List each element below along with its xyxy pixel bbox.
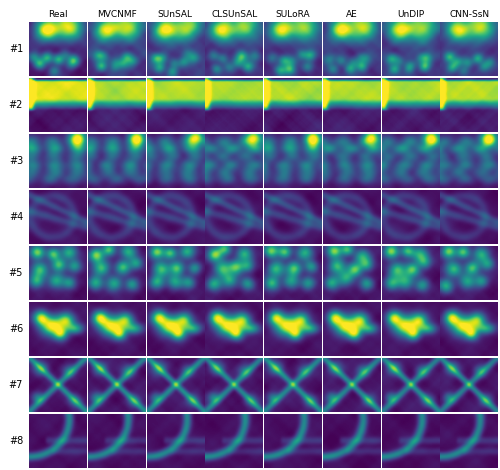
Text: #7: #7: [8, 380, 23, 390]
Text: #6: #6: [9, 324, 23, 334]
Text: UnDIP: UnDIP: [397, 10, 424, 19]
Text: #5: #5: [8, 268, 23, 278]
Text: #2: #2: [8, 100, 23, 110]
Text: CNN-SsN: CNN-SsN: [449, 10, 489, 19]
Text: CLSUnSAL: CLSUnSAL: [211, 10, 257, 19]
Text: Real: Real: [48, 10, 68, 19]
Text: #4: #4: [9, 212, 23, 222]
Text: SUnSAL: SUnSAL: [158, 10, 193, 19]
Text: MVCNMF: MVCNMF: [96, 10, 136, 19]
Text: #1: #1: [9, 44, 23, 54]
Text: #3: #3: [9, 156, 23, 166]
Text: SULoRA: SULoRA: [276, 10, 310, 19]
Text: AE: AE: [346, 10, 358, 19]
Text: #8: #8: [9, 436, 23, 446]
